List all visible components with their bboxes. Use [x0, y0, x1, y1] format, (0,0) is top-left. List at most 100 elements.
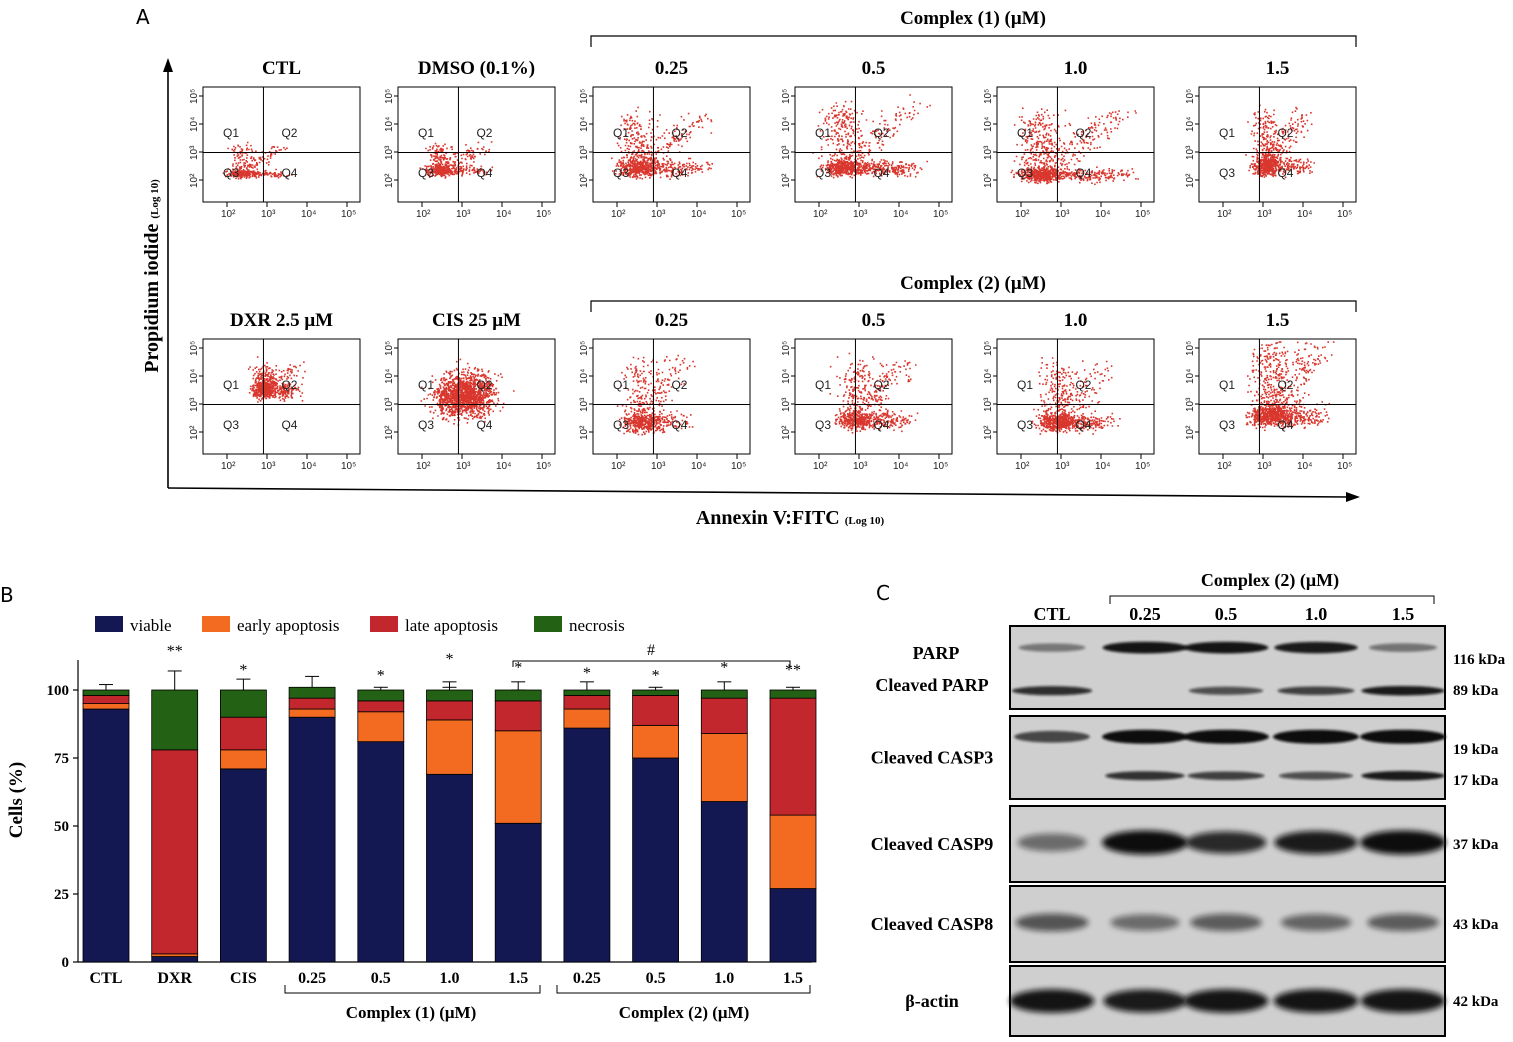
y-tick-label: 10⁵: [781, 89, 792, 104]
bar-8: [632, 686, 679, 963]
flow-plot-title: DXR 2.5 μM: [230, 310, 333, 331]
quadrant-label-q3: Q3: [815, 166, 831, 180]
western-blots: PARP Cleaved PARP 116 kDa 89 kDa Cleaved CAS…: [871, 625, 1506, 1037]
x-tick-label: 10²: [1217, 461, 1232, 472]
legend-swatch-0: [95, 616, 123, 632]
bar-segment-early-apoptosis: [494, 730, 542, 824]
bar-7: [563, 681, 611, 963]
blot-band: [1009, 989, 1095, 1013]
flow-plot-r1-c4: 0.5 Q1 Q2 Q3 Q4 10² 10³ 10⁴ 10⁵ 10² 10³ 10⁴ 10⁵: [781, 58, 953, 220]
x-tick-label: 10²: [813, 209, 828, 220]
blot-band: [1273, 729, 1359, 744]
chart-bars: [82, 670, 817, 963]
blot-band: [1018, 643, 1086, 652]
x-category-label: 0.25: [298, 970, 326, 987]
flow-plot-events: [611, 106, 713, 180]
bar-segment-early-apoptosis: [219, 749, 267, 770]
x-tick-label: 10³: [1257, 209, 1272, 220]
blot-band: [1273, 989, 1359, 1013]
bar-segment-viable: [219, 768, 267, 963]
x-tick-label: 10²: [611, 209, 626, 220]
x-axis-arrow-line: [167, 487, 1349, 498]
lane-label: 1.5: [1392, 604, 1415, 624]
y-tick-label: 10³: [384, 397, 395, 412]
y-axis-arrowhead: [163, 58, 173, 72]
chart-significance: *** ** * * * * **: [167, 643, 801, 684]
quadrant-label-q1: Q1: [1219, 126, 1235, 140]
quadrant-label-q2: Q2: [1075, 126, 1091, 140]
bar-segment-early-apoptosis: [426, 719, 473, 775]
x-tick-label: 10⁵: [1337, 461, 1352, 472]
blot-label: Cleaved CASP9: [871, 834, 994, 854]
bar-segment-early-apoptosis: [563, 708, 611, 729]
bar-segment-late-apoptosis: [288, 697, 336, 710]
chart-y-ticks: 0 25 50 75 100: [47, 683, 78, 971]
bar-segment-viable: [769, 888, 817, 963]
y-tick-label: 50: [54, 819, 69, 835]
bar-segment-early-apoptosis: [151, 953, 199, 957]
flow-plot-frame: [1198, 86, 1357, 203]
y-tick-label: 10²: [579, 425, 590, 440]
flow-plot-frame: [996, 86, 1155, 203]
y-tick-label: 10³: [189, 397, 200, 412]
lane-label: 0.5: [1215, 604, 1238, 624]
x-tick-label: 10⁵: [341, 209, 356, 220]
y-tick-label: 10⁵: [781, 341, 792, 356]
legend-label-3: necrosis: [569, 616, 625, 635]
quadrant-label-q2: Q2: [873, 126, 889, 140]
bar-segment-late-apoptosis: [769, 697, 817, 816]
bar-segment-late-apoptosis: [219, 716, 267, 751]
lane-label: 1.0: [1305, 604, 1328, 624]
x-tick-label: 10⁴: [1297, 461, 1312, 472]
flow-plot-events: [812, 94, 931, 179]
x-tick-label: 10⁵: [1135, 461, 1150, 472]
blot-band: [1183, 729, 1269, 744]
blot-band: [1274, 641, 1358, 654]
y-tick-label: 10³: [384, 145, 395, 160]
x-tick-label: 10⁵: [933, 209, 948, 220]
panel-b-letter: B: [0, 583, 14, 607]
blot-band: [1361, 770, 1445, 781]
flow-plot-frame: [592, 338, 751, 455]
bar-segment-viable: [700, 801, 748, 963]
quadrant-label-q1: Q1: [613, 378, 629, 392]
y-tick-label: 10²: [384, 173, 395, 188]
blot-label: Cleaved PARP: [875, 675, 988, 695]
x-tick-label: 10³: [261, 461, 276, 472]
significance-bracket-label: #: [647, 642, 655, 659]
x-tick-label: 10³: [853, 209, 868, 220]
bar-segment-viable: [357, 741, 405, 963]
x-category-label: 1.0: [440, 970, 460, 987]
flow-plot-frame: [794, 338, 953, 455]
flow-plot-title: CTL: [262, 58, 301, 79]
blot-label: Cleaved CASP8: [871, 914, 994, 934]
flow-plot-r2-c1: DXR 2.5 μM Q1 Q2 Q3 Q4 10² 10³ 10⁴ 10⁵ 10² 10³ 10⁴ 1…: [189, 310, 361, 472]
y-axis-unit: (Log 10): [149, 179, 161, 219]
quadrant-label-q3: Q3: [1219, 418, 1235, 432]
flow-plot-title: 0.25: [655, 58, 688, 79]
flow-plot-r1-c6: 1.5 Q1 Q2 Q3 Q4 10² 10³ 10⁴ 10⁵ 10² 10³ 10⁴ 10⁵: [1185, 58, 1357, 220]
flow-plot-frame: [1198, 338, 1357, 455]
quadrant-label-q4: Q4: [1075, 166, 1091, 180]
quadrant-label-q3: Q3: [1017, 166, 1033, 180]
significance-mark: *: [446, 651, 454, 668]
legend-swatch-1: [202, 616, 230, 632]
x-tick-label: 10²: [1015, 461, 1030, 472]
significance-mark: *: [720, 659, 728, 676]
x-category-label: 1.5: [783, 970, 803, 987]
chart-legend: viable early apoptosis late apoptosis necro…: [95, 616, 625, 635]
y-tick-label: 10⁵: [983, 341, 994, 356]
lane-label: CTL: [1033, 604, 1070, 624]
y-tick-label: 10⁴: [781, 369, 792, 384]
quadrant-label-q1: Q1: [223, 378, 239, 392]
chart-group1-bracket: [284, 985, 541, 994]
x-tick-label: 10⁵: [1135, 209, 1150, 220]
y-tick-label: 10³: [983, 397, 994, 412]
x-category-label: CIS: [230, 970, 257, 987]
flow-plot-title: 1.0: [1064, 58, 1088, 79]
flow-plot-r2-c3: 0.25 Q1 Q2 Q3 Q4 10² 10³ 10⁴ 10⁵ 10² 10³ 10⁴ 10⁵: [579, 310, 751, 472]
significance-mark: *: [239, 662, 247, 679]
y-tick-label: 10²: [781, 173, 792, 188]
